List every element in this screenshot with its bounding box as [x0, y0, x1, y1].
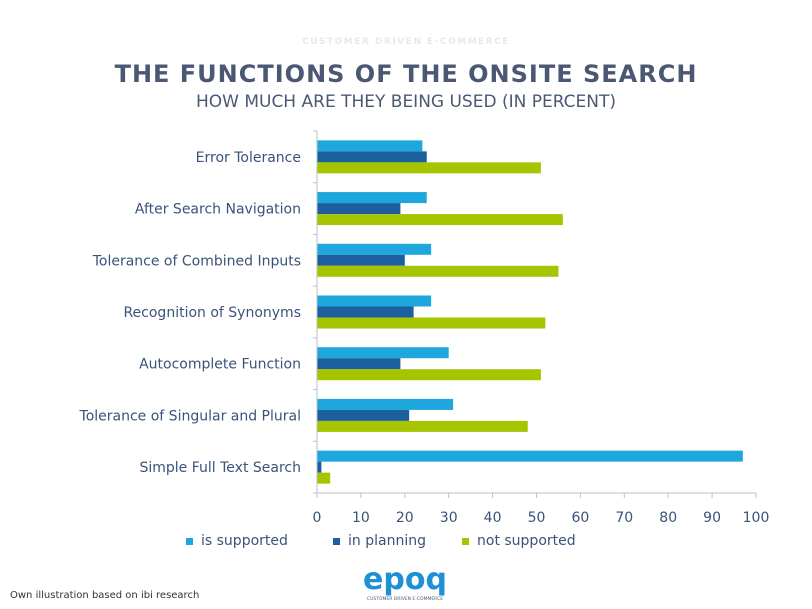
legend-swatch-not-supported — [462, 537, 469, 545]
x-tick-label-60: 60 — [571, 510, 589, 526]
legend-item-in-planning: in planning — [333, 532, 426, 550]
legend-label-not-supported: not supported — [477, 533, 576, 549]
legend-swatch-is-supported — [186, 537, 193, 545]
bar-in-planning-tolerance-of-combined-inputs — [317, 254, 405, 266]
bar-is-supported-recognition-of-synonyms — [317, 295, 432, 307]
x-tick-label-20: 20 — [396, 510, 414, 526]
category-label-error-tolerance: Error Tolerance — [196, 150, 301, 166]
header-kicker: CUSTOMER DRIVEN E-COMMERCE — [302, 37, 510, 47]
bar-not-supported-tolerance-of-singular-and-plural — [317, 420, 528, 432]
bar-is-supported-after-search-navigation — [317, 192, 427, 204]
bar-in-planning-recognition-of-synonyms — [317, 306, 414, 318]
x-tick-label-0: 0 — [313, 510, 322, 526]
x-tick-label-70: 70 — [615, 510, 633, 526]
legend-label-in-planning: in planning — [348, 533, 426, 549]
bar-in-planning-after-search-navigation — [317, 203, 401, 215]
x-tick-label-10: 10 — [352, 510, 370, 526]
category-label-autocomplete-function: Autocomplete Function — [139, 357, 301, 373]
bar-is-supported-error-tolerance — [317, 140, 423, 152]
bar-in-planning-error-tolerance — [317, 151, 427, 163]
bar-not-supported-tolerance-of-combined-inputs — [317, 265, 559, 277]
legend-label-is-supported: is supported — [201, 533, 288, 549]
chart-subtitle: HOW MUCH ARE THEY BEING USED (IN PERCENT… — [195, 92, 617, 112]
legend-swatch-in-planning — [333, 537, 340, 545]
category-label-recognition-of-synonyms: Recognition of Synonyms — [123, 305, 301, 321]
bar-is-supported-tolerance-of-singular-and-plural — [317, 398, 454, 410]
bar-is-supported-autocomplete-function — [317, 347, 449, 359]
bar-not-supported-simple-full-text-search — [317, 472, 331, 484]
legend-item-is-supported: is supported — [186, 532, 288, 550]
bar-in-planning-tolerance-of-singular-and-plural — [317, 409, 410, 421]
bar-in-planning-simple-full-text-search — [317, 461, 322, 473]
x-tick-label-30: 30 — [440, 510, 458, 526]
bar-is-supported-simple-full-text-search — [317, 450, 743, 462]
category-label-tolerance-of-singular-and-plural: Tolerance of Singular and Plural — [79, 408, 301, 424]
bar-is-supported-tolerance-of-combined-inputs — [317, 243, 432, 255]
bar-not-supported-autocomplete-function — [317, 369, 541, 381]
chart-title: THE FUNCTIONS OF THE ONSITE SEARCH — [114, 60, 698, 88]
x-tick-label-80: 80 — [659, 510, 677, 526]
epoq-logo: epoq CUSTOMER DRIVEN E-COMMERCE — [363, 562, 447, 602]
bar-in-planning-autocomplete-function — [317, 358, 401, 370]
x-tick-label-100: 100 — [743, 510, 770, 526]
category-label-tolerance-of-combined-inputs: Tolerance of Combined Inputs — [92, 253, 301, 269]
x-tick-label-40: 40 — [484, 510, 502, 526]
source-note: Own illustration based on ibi research — [10, 590, 200, 601]
category-label-after-search-navigation: After Search Navigation — [135, 202, 301, 218]
bar-not-supported-recognition-of-synonyms — [317, 317, 546, 329]
logo-wordmark: epoq — [363, 562, 447, 597]
x-tick-label-90: 90 — [703, 510, 721, 526]
logo-tagline: CUSTOMER DRIVEN E-COMMERCE — [367, 596, 443, 602]
bar-not-supported-error-tolerance — [317, 162, 541, 174]
x-tick-label-50: 50 — [528, 510, 546, 526]
bar-not-supported-after-search-navigation — [317, 214, 563, 226]
category-label-simple-full-text-search: Simple Full Text Search — [139, 460, 301, 476]
legend-item-not-supported: not supported — [462, 532, 576, 550]
